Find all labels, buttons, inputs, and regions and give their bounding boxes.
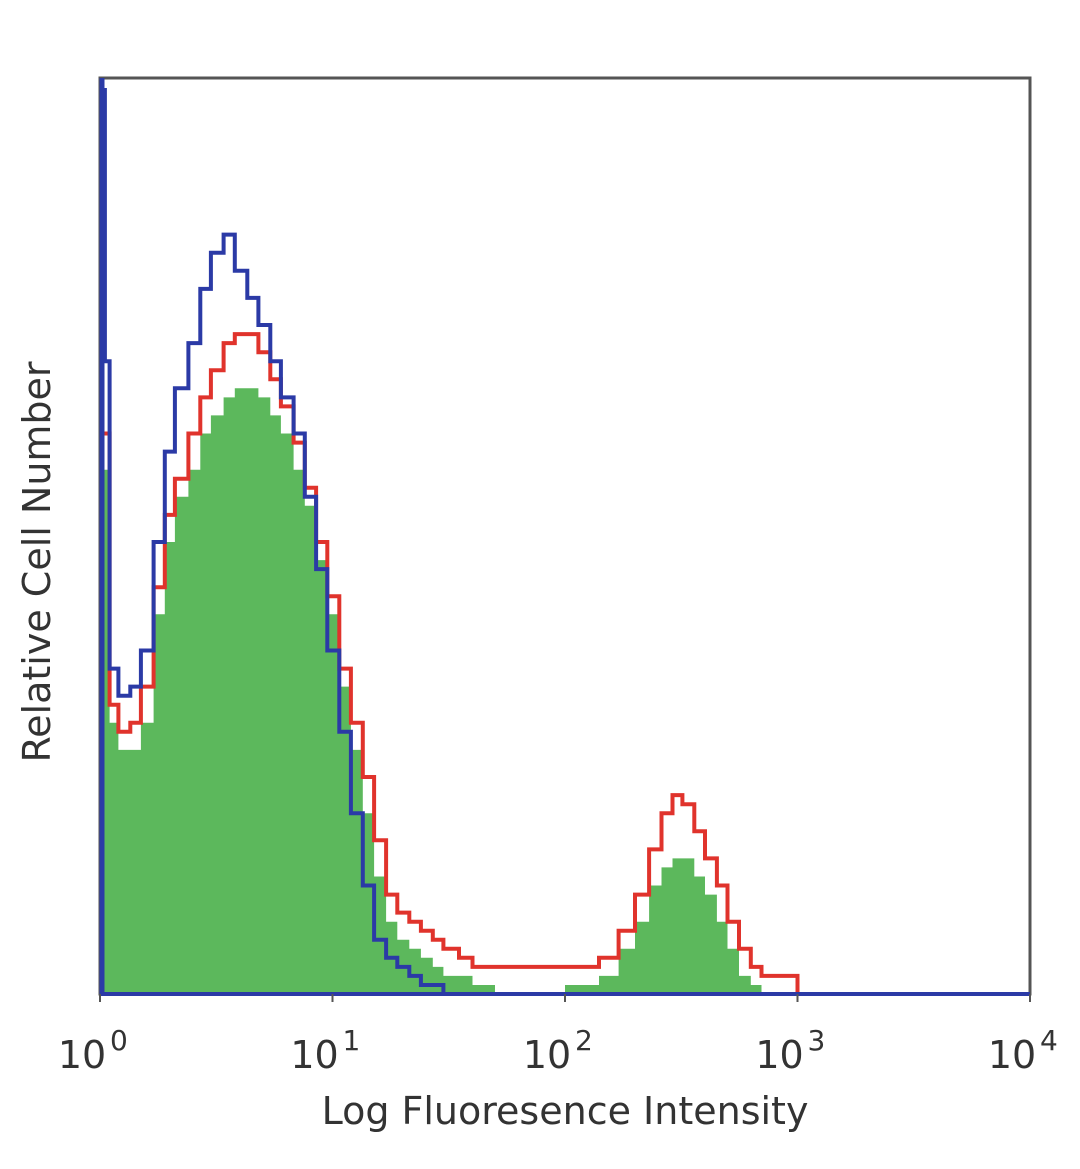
x-tick-label-base: 10 xyxy=(290,1033,338,1077)
x-tick-label-exponent: 0 xyxy=(110,1024,128,1057)
y-axis-title: Relative Cell Number xyxy=(15,361,59,762)
x-tick-label-exponent: 4 xyxy=(1040,1024,1058,1057)
series-line-1 xyxy=(100,332,1030,996)
series-line-2 xyxy=(100,88,1030,996)
series-layer xyxy=(100,88,1030,996)
x-tick-label-exponent: 3 xyxy=(808,1024,826,1057)
x-tick-label-base: 10 xyxy=(523,1033,571,1077)
x-tick-label-exponent: 1 xyxy=(343,1024,361,1057)
x-tick-label-exponent: 2 xyxy=(575,1024,593,1057)
series-filled-histogram xyxy=(100,388,1030,994)
x-tick-label-base: 10 xyxy=(988,1033,1036,1077)
x-axis-title: Log Fluoresence Intensity xyxy=(322,1089,809,1133)
x-tick-labels: 10 0 10 1 10 2 10 3 10 4 xyxy=(58,994,1058,1077)
x-tick-label-base: 10 xyxy=(755,1033,803,1077)
x-tick-label-base: 10 xyxy=(58,1033,106,1077)
